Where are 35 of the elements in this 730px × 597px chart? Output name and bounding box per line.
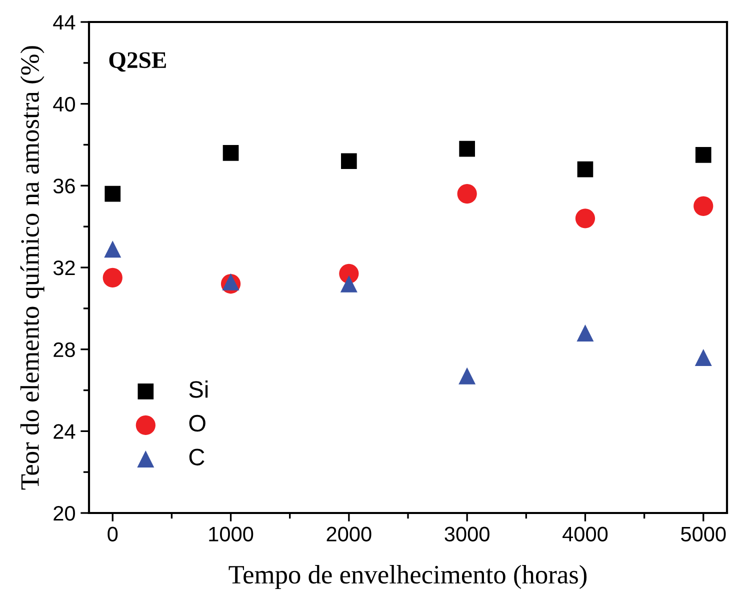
point bbox=[458, 367, 476, 384]
point bbox=[104, 186, 121, 202]
x-tick-label: 2000 bbox=[326, 526, 372, 542]
point bbox=[577, 161, 594, 178]
point bbox=[695, 147, 712, 163]
point bbox=[459, 140, 475, 157]
x-tick-label: 0 bbox=[108, 526, 118, 542]
y-tick-label: 32 bbox=[53, 260, 75, 276]
x-tick-label: 4000 bbox=[562, 526, 608, 542]
legend-label: C bbox=[189, 448, 204, 466]
point bbox=[694, 196, 714, 216]
point bbox=[341, 153, 357, 170]
annotation: Q2SE bbox=[109, 52, 166, 72]
point bbox=[102, 268, 122, 288]
point bbox=[340, 275, 358, 292]
point bbox=[694, 349, 712, 366]
legend-label: O bbox=[189, 414, 206, 432]
y-tick-label: 44 bbox=[53, 15, 76, 30]
y-tick-label: 36 bbox=[53, 178, 75, 194]
point bbox=[104, 240, 122, 258]
x-axis-title: Tempo de envelhecimento (horas) bbox=[228, 565, 587, 589]
y-tick-label: 28 bbox=[54, 342, 75, 358]
point bbox=[222, 145, 239, 161]
point bbox=[576, 324, 594, 342]
point bbox=[457, 184, 477, 204]
y-axis-title: Teor do elemento químico na amostra (%) bbox=[20, 46, 44, 490]
x-tick-label: 3000 bbox=[444, 526, 490, 542]
y-tick-label: 24 bbox=[54, 424, 76, 439]
x-tick-label: 5000 bbox=[681, 526, 726, 542]
legend-label: Si bbox=[189, 380, 208, 398]
y-tick-label: 20 bbox=[54, 506, 75, 521]
point bbox=[575, 208, 596, 228]
y-tick-label: 40 bbox=[53, 96, 75, 112]
x-tick-label: 1000 bbox=[209, 526, 254, 542]
point bbox=[222, 273, 240, 290]
